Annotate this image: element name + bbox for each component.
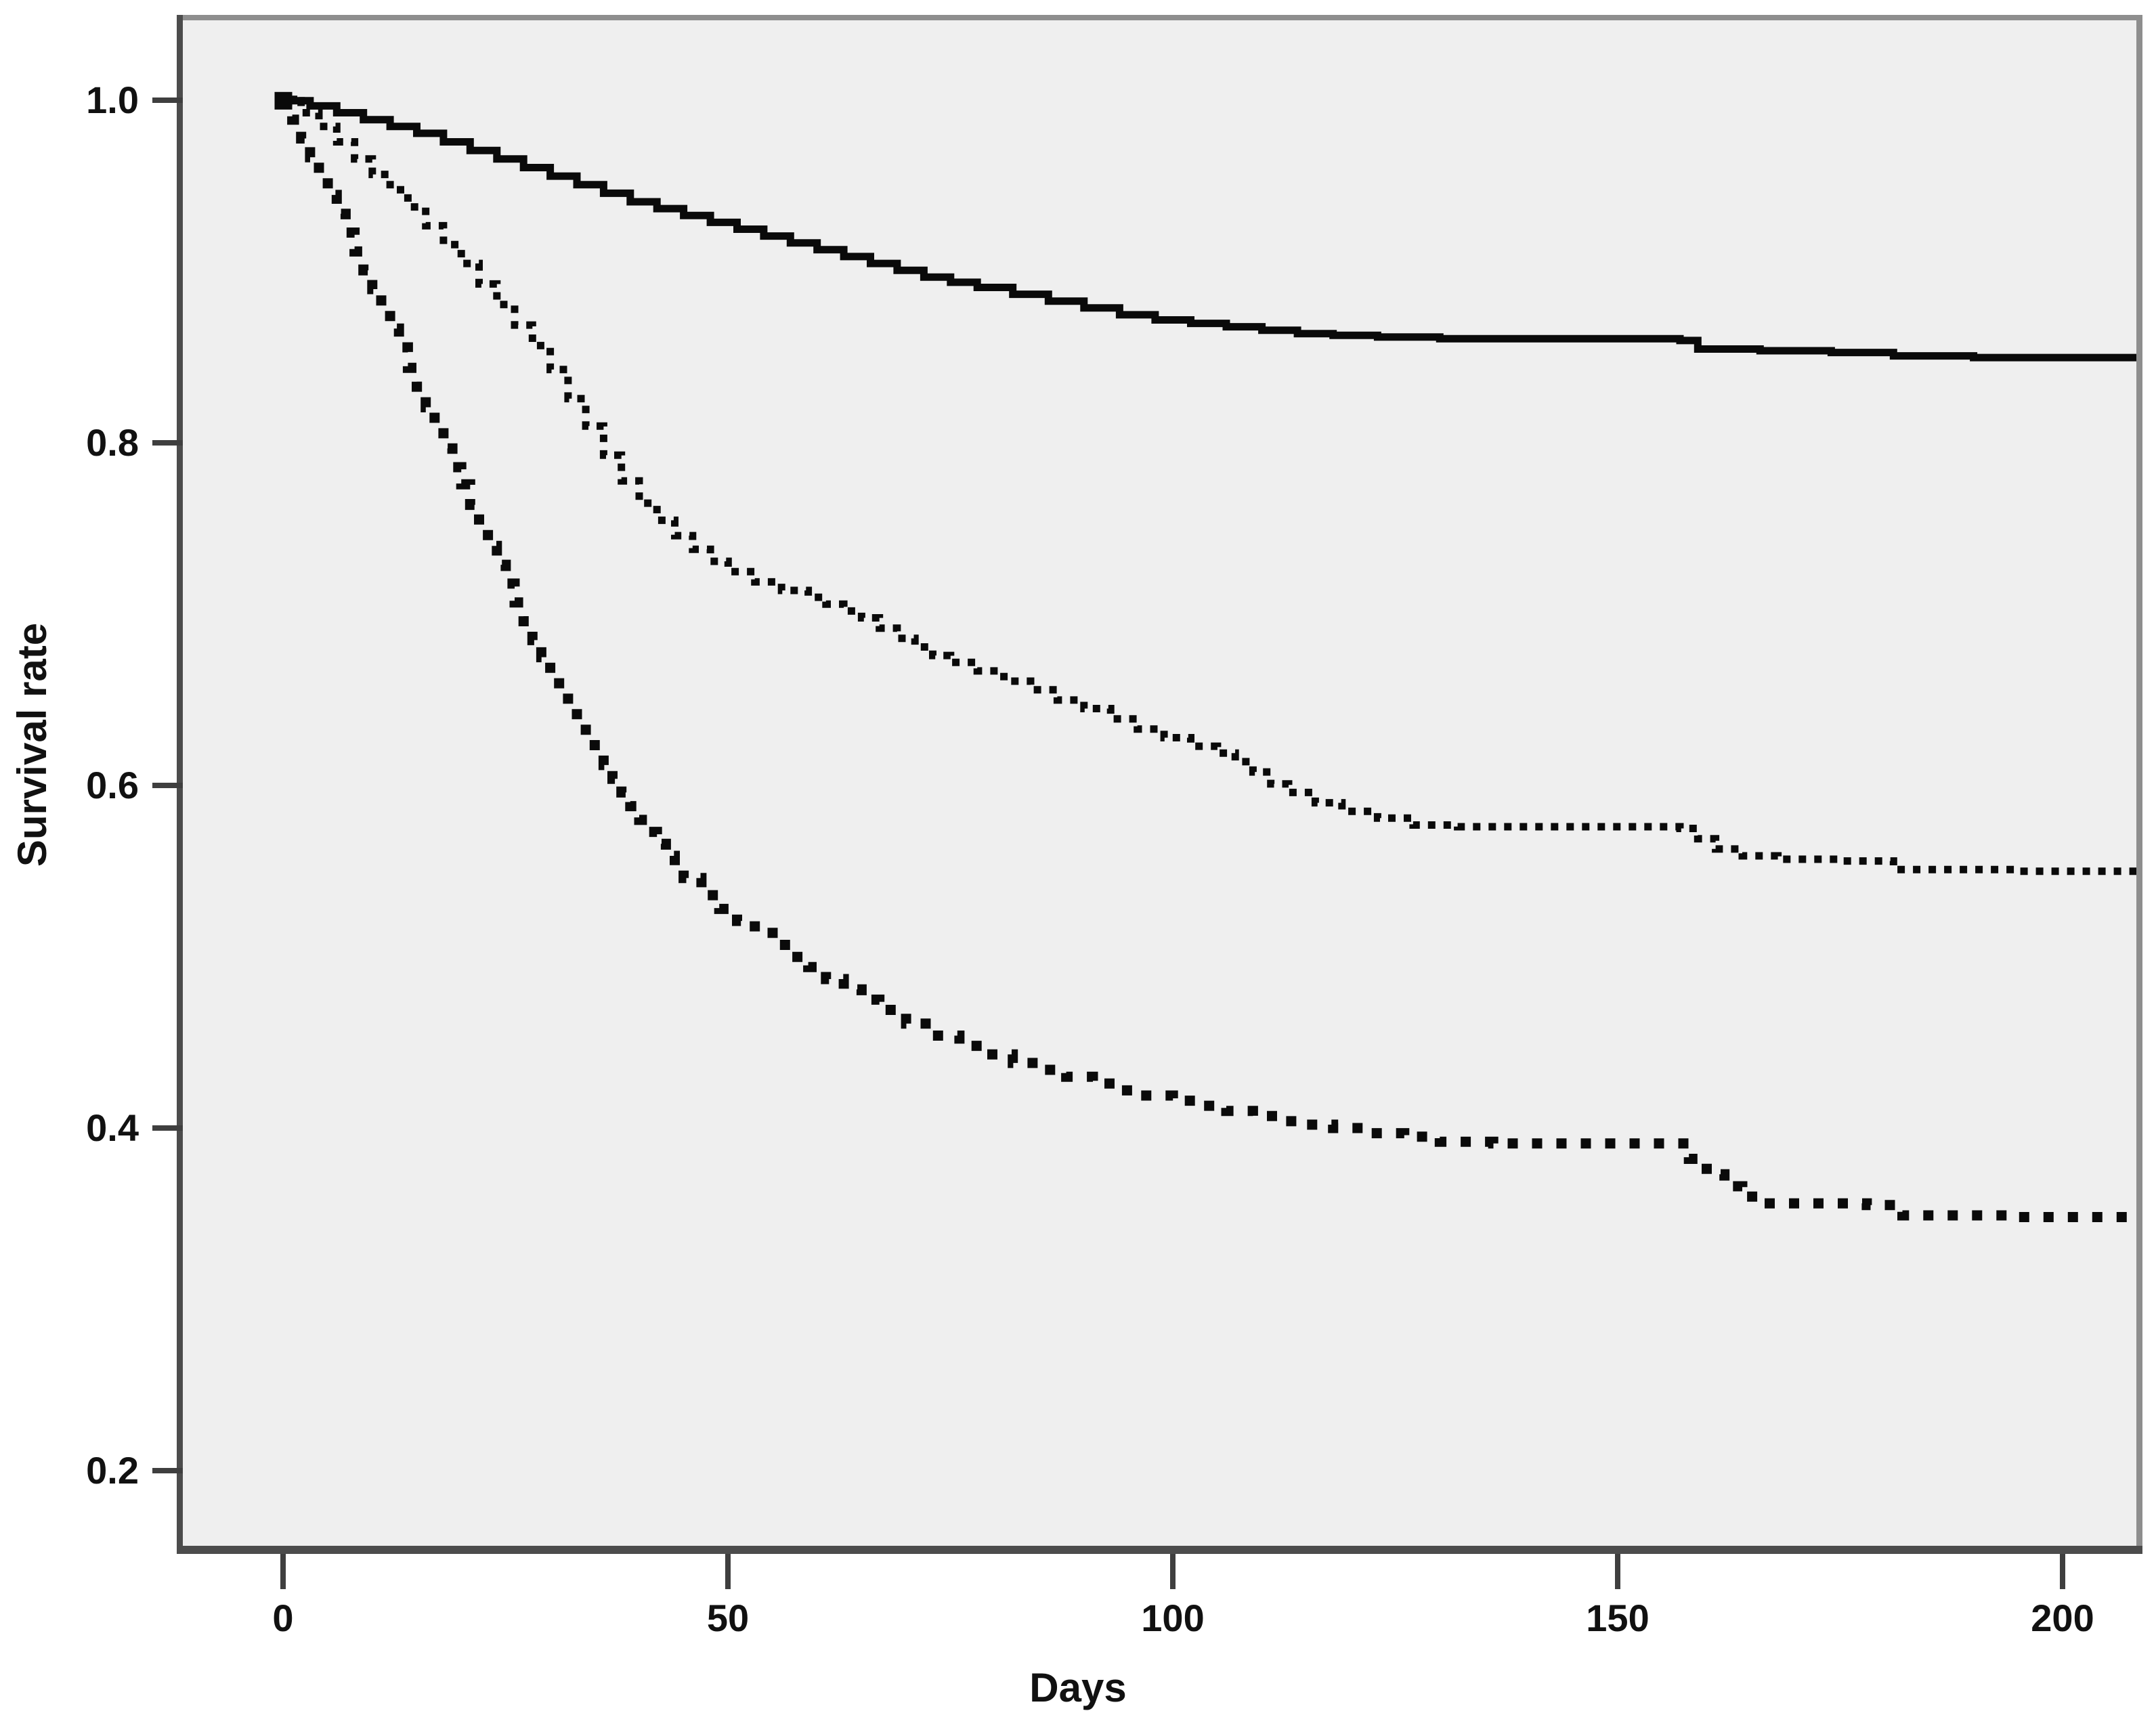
series-top-solid	[283, 97, 2136, 362]
x-axis-line	[177, 1546, 2142, 1554]
x-axis-title: Days	[1029, 1665, 1127, 1710]
x-tick-label: 200	[2031, 1597, 2094, 1639]
survival-curves-canvas	[274, 91, 2136, 1222]
x-tick-mark	[1170, 1554, 1176, 1589]
y-tick-label: 0.6	[86, 764, 139, 806]
series-middle-dotted	[283, 97, 2136, 875]
x-tick-label: 0	[272, 1597, 294, 1639]
y-tick-label: 1.0	[86, 79, 139, 121]
plot-border-top	[177, 15, 2142, 20]
y-tick-mark	[152, 1468, 183, 1473]
y-tick-label: 0.2	[86, 1449, 139, 1492]
y-tick-label: 0.8	[86, 421, 139, 464]
plot-border-right	[2136, 15, 2142, 1554]
y-tick-mark	[152, 1125, 183, 1131]
x-tick-label: 50	[706, 1597, 750, 1639]
series-bottom-dotted	[283, 95, 2136, 1222]
curve-origin-marker	[274, 91, 293, 110]
x-tick-mark	[2060, 1554, 2065, 1589]
x-tick-mark	[1615, 1554, 1620, 1589]
x-tick-label: 100	[1141, 1597, 1205, 1639]
y-axis-title: Survival rate	[9, 622, 55, 867]
x-tick-mark	[280, 1554, 286, 1589]
x-tick-mark	[725, 1554, 731, 1589]
y-tick-mark	[152, 98, 183, 103]
plot-area	[183, 20, 2136, 1546]
x-tick-label: 150	[1586, 1597, 1650, 1639]
y-tick-label: 0.4	[86, 1106, 139, 1149]
y-tick-mark	[152, 783, 183, 788]
y-tick-mark	[152, 440, 183, 446]
